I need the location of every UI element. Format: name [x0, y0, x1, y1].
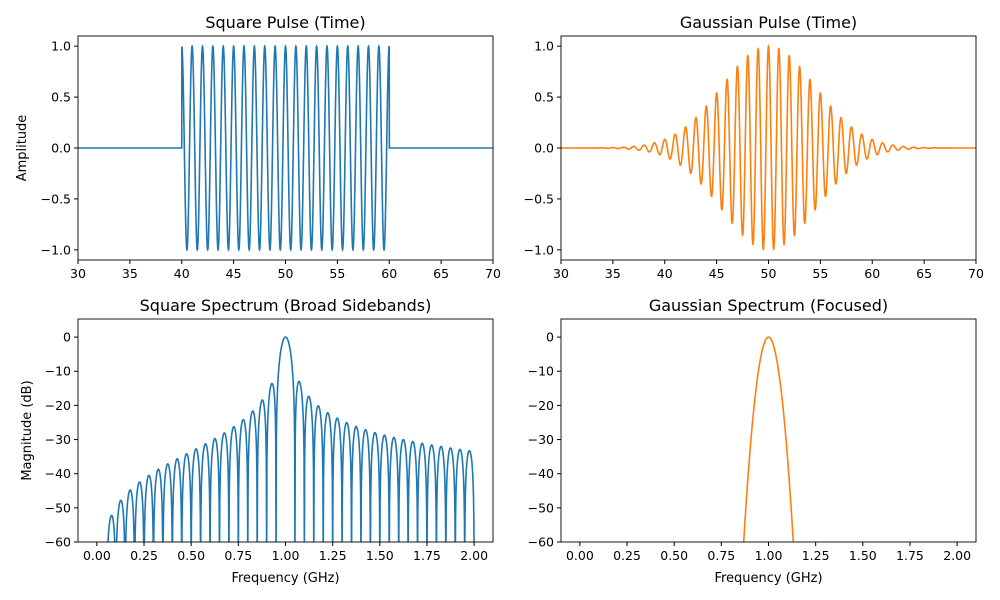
x-tick-label: 0.00	[566, 548, 594, 563]
x-tick-label: 2.00	[943, 548, 971, 563]
y-tick-label: 0	[546, 330, 554, 345]
series-line	[107, 336, 475, 542]
y-tick-label: 1.0	[51, 39, 71, 54]
x-tick-label: 50	[761, 266, 777, 281]
x-tick-label: 0.25	[613, 548, 641, 563]
x-tick-label: 35	[605, 266, 621, 281]
x-tick-label: 1.75	[896, 548, 924, 563]
x-axis-label: Frequency (GHz)	[231, 571, 339, 586]
y-tick-label: −60	[45, 535, 71, 550]
y-axis-label: Magnitude (dB)	[20, 380, 35, 480]
y-tick-label: −10	[45, 364, 71, 379]
y-tick-label: 0	[63, 330, 71, 345]
x-tick-label: 55	[812, 266, 828, 281]
x-tick-label: 45	[226, 266, 242, 281]
y-tick-label: 0.0	[51, 141, 71, 156]
x-tick-label: 40	[657, 266, 673, 281]
y-tick-label: 1.0	[534, 39, 554, 54]
y-tick-label: −10	[528, 364, 554, 379]
x-tick-label: 65	[916, 266, 932, 281]
y-tick-label: −0.5	[524, 191, 554, 206]
x-tick-label: 70	[485, 266, 501, 281]
x-tick-label: 1.50	[366, 548, 394, 563]
x-tick-label: 0.50	[660, 548, 688, 563]
subplot-title: Square Pulse (Time)	[205, 13, 365, 32]
x-tick-label: 0.00	[83, 548, 111, 563]
x-tick-label: 0.75	[224, 548, 252, 563]
subplot-2: 30 35 40 45 50 55 60 65 70 −1.0 −0.5 0.0 0.5 1.0 Gauss…	[524, 13, 984, 281]
x-tick-label: 40	[174, 266, 190, 281]
x-tick-label: 0.25	[130, 548, 158, 563]
y-tick-label: −1.0	[41, 242, 71, 257]
series-line	[78, 44, 493, 252]
series-line	[742, 336, 795, 542]
subplot-3: 0.00 0.25 0.50 0.75 1.00 1.25 1.50 1.75 2.00 −60 −…	[20, 296, 494, 586]
subplot-1: 30 35 40 45 50 55 60 65 70 −1.0 −0.5 0.0 0.5 1.0 Squar…	[15, 13, 501, 281]
x-tick-label: 30	[553, 266, 569, 281]
axes-frame	[560, 318, 977, 543]
subplot-title: Square Spectrum (Broad Sidebands)	[140, 296, 432, 315]
subplot-4: 0.00 0.25 0.50 0.75 1.00 1.25 1.50 1.75 2.00 −60 −…	[528, 296, 977, 586]
subplot-title: Gaussian Spectrum (Focused)	[649, 296, 888, 315]
x-tick-label: 1.00	[272, 548, 300, 563]
x-tick-label: 70	[968, 266, 984, 281]
y-tick-label: −40	[45, 466, 71, 481]
x-tick-label: 30	[70, 266, 86, 281]
y-tick-label: 0.0	[534, 141, 554, 156]
x-axis-label: Frequency (GHz)	[714, 571, 822, 586]
y-axis-label: Amplitude	[15, 115, 30, 182]
x-tick-label: 35	[122, 266, 138, 281]
x-tick-label: 60	[864, 266, 880, 281]
x-tick-label: 65	[433, 266, 449, 281]
y-tick-label: −20	[45, 398, 71, 413]
x-tick-label: 1.25	[319, 548, 347, 563]
subplot-title: Gaussian Pulse (Time)	[680, 13, 857, 32]
y-tick-label: −1.0	[524, 242, 554, 257]
x-tick-label: 0.75	[707, 548, 735, 563]
y-tick-label: −30	[528, 432, 554, 447]
x-tick-label: 1.25	[802, 548, 830, 563]
y-tick-label: −30	[45, 432, 71, 447]
y-tick-label: −60	[528, 535, 554, 550]
y-tick-label: −0.5	[41, 191, 71, 206]
x-tick-label: 55	[329, 266, 345, 281]
x-tick-label: 0.50	[177, 548, 205, 563]
x-tick-label: 1.50	[849, 548, 877, 563]
x-tick-label: 50	[278, 266, 294, 281]
x-tick-label: 2.00	[460, 548, 488, 563]
axes-frame	[77, 318, 494, 543]
x-tick-label: 60	[381, 266, 397, 281]
series-line	[561, 44, 976, 251]
y-tick-label: −50	[45, 500, 71, 515]
y-tick-label: −40	[528, 466, 554, 481]
x-tick-label: 1.75	[413, 548, 441, 563]
y-tick-label: 0.5	[51, 90, 71, 105]
y-tick-label: −20	[528, 398, 554, 413]
x-tick-label: 45	[709, 266, 725, 281]
x-tick-label: 1.00	[755, 548, 783, 563]
y-tick-label: −50	[528, 500, 554, 515]
axes-frame	[560, 35, 977, 261]
y-tick-label: 0.5	[534, 90, 554, 105]
